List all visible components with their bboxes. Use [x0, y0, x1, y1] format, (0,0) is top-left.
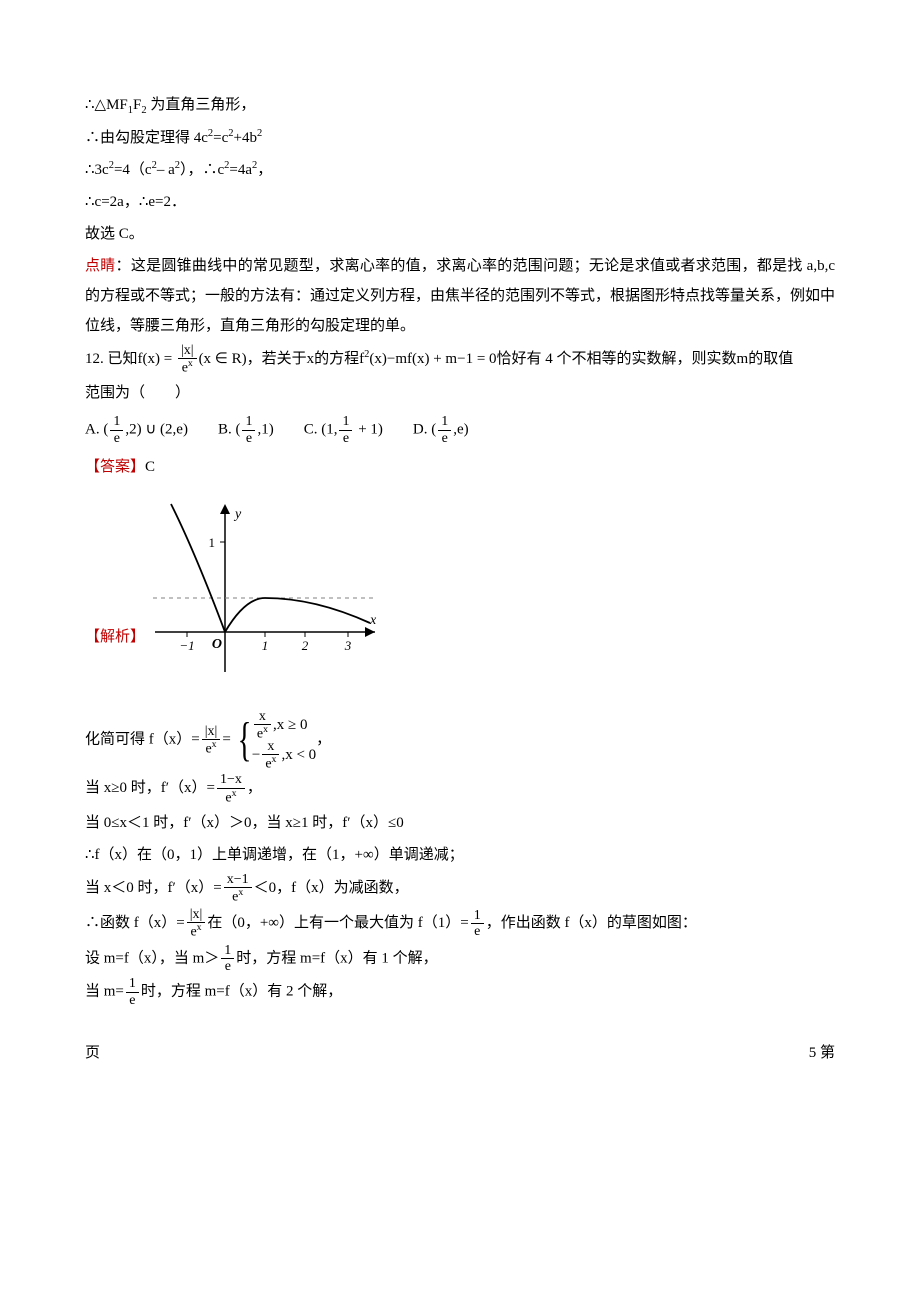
piecewise: {xex,x ≥ 0−xex,x < 0 — [231, 710, 316, 770]
option-b: B. (1e,1) — [218, 414, 274, 446]
svg-text:1: 1 — [209, 535, 216, 550]
sol-4: ∴f（x）在（0，1）上单调递增，在（1，+∞）单调递减； — [85, 840, 835, 870]
text: 当 x≥0 时，f′（x）= — [85, 780, 215, 796]
text: 时，方程 m=f（x）有 1 个解， — [236, 950, 437, 966]
brace-icon: { — [237, 716, 251, 764]
answer-line: 【答案】C — [85, 452, 835, 482]
text: 在（0，+∞）上有一个最大值为 f（1）= — [207, 915, 468, 931]
sol-8: 当 m=1e时，方程 m=f（x）有 2 个解， — [85, 976, 835, 1008]
text: (x ∈ R)，若关于x的方程f — [199, 351, 365, 367]
proof-line-4: ∴c=2a，∴e=2． — [85, 187, 835, 217]
text: ∴函数 f（x）= — [85, 915, 185, 931]
text: 化简可得 f（x）= — [85, 732, 200, 748]
text: =4a — [229, 162, 252, 178]
answer-value: C — [145, 459, 155, 475]
num: |x| — [178, 343, 197, 358]
dianjing-text: ：这是圆锥曲线中的常见题型，求离心率的值，求离心率的范围问题；无论是求值或者求范… — [85, 258, 835, 334]
frac: |x|ex — [178, 343, 197, 376]
frac: 1e — [471, 908, 484, 940]
text: ∴△MF — [85, 97, 128, 113]
svg-text:1: 1 — [262, 638, 269, 653]
frac: |x|ex — [187, 907, 206, 940]
text: 当 m= — [85, 984, 124, 1000]
q-num: 12. 已知f(x) = — [85, 351, 176, 367]
proof-line-2: ∴由勾股定理得 4c2=c2+4b2 — [85, 123, 835, 153]
page-footer: 页 5 第 — [85, 1038, 835, 1068]
proof-line-3: ∴3c2=4（c2– a2），∴c2=4a2， — [85, 155, 835, 185]
answer-label: 【答案】 — [85, 459, 145, 475]
text: ），∴c — [180, 162, 224, 178]
svg-text:3: 3 — [344, 638, 352, 653]
footer-left: 页 — [85, 1038, 100, 1068]
text: =c — [213, 130, 228, 146]
text: 时，方程 m=f（x）有 2 个解， — [141, 984, 342, 1000]
eq: = — [222, 732, 230, 748]
options-row: A. (1e,2) ∪ (2,e) B. (1e,1) C. (1,1e + 1… — [85, 414, 835, 446]
option-c: C. (1,1e + 1) — [304, 414, 383, 446]
jiexi-label: 【解析】 — [85, 622, 145, 652]
text: 设 m=f（x），当 m＞ — [85, 950, 219, 966]
option-d: D. (1e,e) — [413, 414, 469, 446]
text: (x)−mf(x) + m−1 = 0恰好有 4 个不相等的实数解，则实数m的取… — [369, 351, 793, 367]
sol-1: 化简可得 f（x）=|x|ex={xex,x ≥ 0−xex,x < 0， — [85, 710, 835, 770]
proof-line-1: ∴△MF1F2 为直角三角形， — [85, 90, 835, 121]
question-12: 12. 已知f(x) = |x|ex(x ∈ R)，若关于x的方程f2(x)−m… — [85, 343, 835, 376]
text: ∴由勾股定理得 4c — [85, 130, 208, 146]
text: ∴3c — [85, 162, 109, 178]
sol-3: 当 0≤x＜1 时，f′（x）＞0，当 x≥1 时，f′（x）≤0 — [85, 808, 835, 838]
svg-text:y: y — [233, 507, 242, 522]
text: +4b — [234, 130, 257, 146]
den: ex — [178, 358, 197, 376]
frac: 1−xex — [217, 772, 245, 805]
frac: |x|ex — [202, 724, 221, 757]
option-a: A. (1e,2) ∪ (2,e) — [85, 414, 188, 446]
text: ， — [316, 732, 331, 748]
sol-5: 当 x＜0 时，f′（x）=x−1ex＜0，f（x）为减函数， — [85, 872, 835, 905]
text: 为直角三角形， — [147, 97, 256, 113]
graph-row: 【解析】 −1 1 2 3 1 y x O — [85, 492, 835, 692]
frac: 1e — [126, 976, 139, 1008]
text: 当 x＜0 时，f′（x）= — [85, 880, 222, 896]
text: ， — [257, 162, 272, 178]
svg-text:2: 2 — [302, 638, 309, 653]
text: ＜0，f（x）为减函数， — [254, 880, 409, 896]
dianjing-label: 点睛 — [85, 258, 116, 274]
frac: 1e — [221, 943, 234, 975]
cases: xex,x ≥ 0−xex,x < 0 — [252, 710, 316, 770]
function-graph: −1 1 2 3 1 y x O — [145, 492, 405, 692]
sup: 2 — [257, 128, 262, 139]
footer-right: 5 第 — [809, 1038, 835, 1068]
text: ，作出函数 f（x）的草图如图： — [486, 915, 697, 931]
svg-text:−1: −1 — [179, 638, 194, 653]
text: – a — [157, 162, 175, 178]
sol-2: 当 x≥0 时，f′（x）=1−xex， — [85, 772, 835, 805]
frac: x−1ex — [224, 872, 252, 905]
sol-7: 设 m=f（x），当 m＞1e时，方程 m=f（x）有 1 个解， — [85, 943, 835, 975]
proof-line-5: 故选 C。 — [85, 219, 835, 249]
text: ， — [247, 780, 262, 796]
svg-text:O: O — [212, 637, 222, 652]
dianjing-block: 点睛：这是圆锥曲线中的常见题型，求离心率的值，求离心率的范围问题；无论是求值或者… — [85, 251, 835, 341]
sol-6: ∴函数 f（x）=|x|ex在（0，+∞）上有一个最大值为 f（1）=1e，作出… — [85, 907, 835, 940]
text: =4（c — [114, 162, 152, 178]
question-12-tail: 范围为（ ） — [85, 378, 835, 408]
svg-text:x: x — [369, 613, 377, 628]
